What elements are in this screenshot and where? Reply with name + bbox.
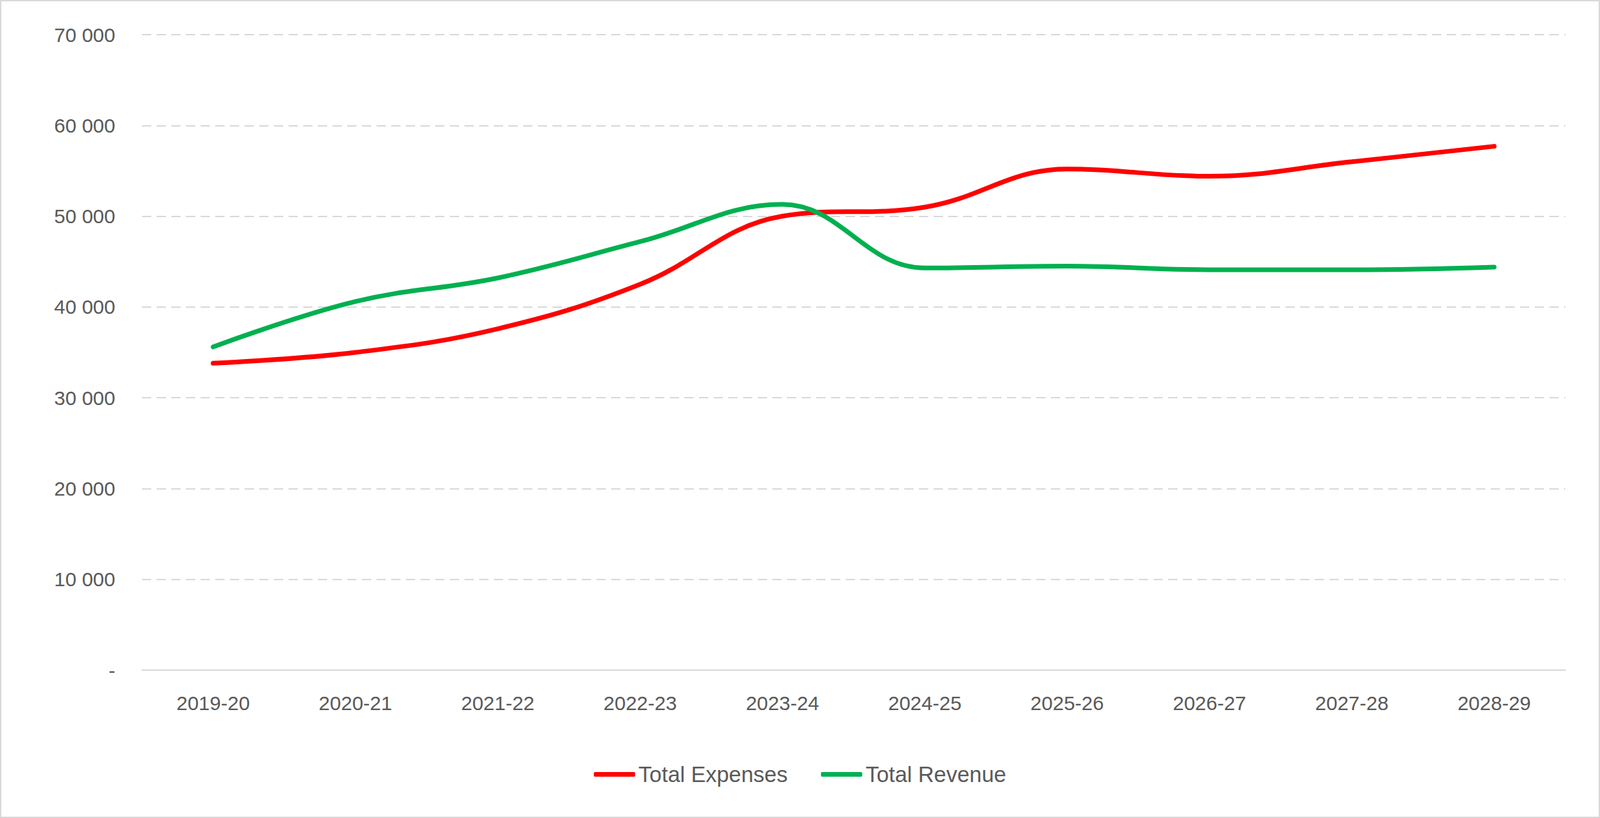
svg-text:2028-29: 2028-29 (1457, 692, 1531, 715)
svg-text:50 000: 50 000 (53, 205, 116, 228)
svg-text:2025-26: 2025-26 (1030, 692, 1104, 715)
svg-text:2019-20: 2019-20 (176, 692, 250, 715)
svg-text:20 000: 20 000 (53, 477, 116, 500)
svg-text:Total Expenses: Total Expenses (638, 762, 788, 788)
svg-text:2020-21: 2020-21 (318, 692, 392, 715)
svg-text:2022-23: 2022-23 (603, 692, 678, 715)
svg-text:2023-24: 2023-24 (745, 692, 819, 715)
svg-text:2024-25: 2024-25 (888, 692, 962, 715)
svg-text:Total Revenue: Total Revenue (865, 762, 1007, 788)
svg-text:2026-27: 2026-27 (1172, 692, 1247, 715)
svg-text:60 000: 60 000 (53, 114, 116, 137)
svg-text:40 000: 40 000 (53, 295, 116, 318)
svg-text:30 000: 30 000 (53, 387, 116, 410)
svg-text:10 000: 10 000 (53, 568, 116, 591)
svg-text:2027-28: 2027-28 (1315, 692, 1389, 715)
svg-text:2021-22: 2021-22 (461, 692, 535, 715)
svg-text:70 000: 70 000 (53, 23, 116, 46)
svg-text:-: - (108, 659, 116, 682)
